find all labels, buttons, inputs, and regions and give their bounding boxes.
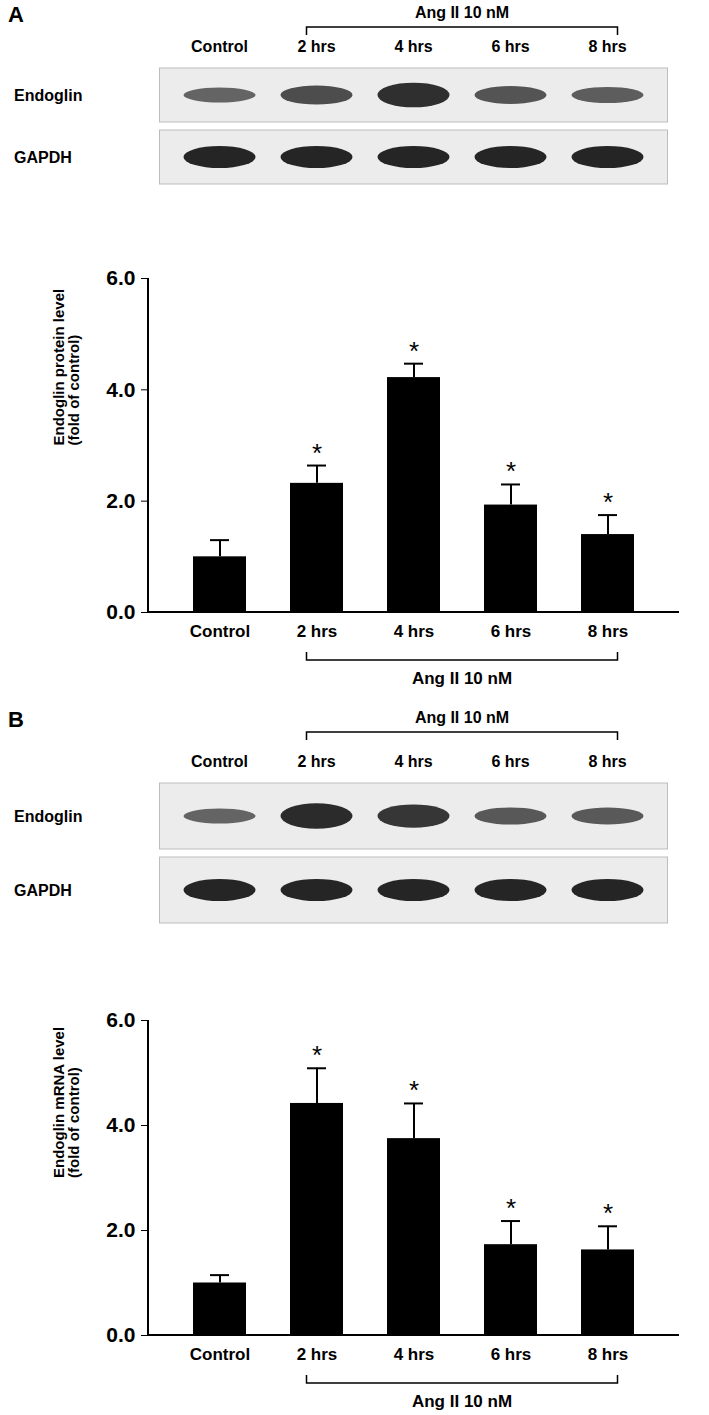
svg-text:Ang II 10 nM: Ang II 10 nM	[415, 4, 509, 21]
svg-text:Endoglin protein level(fold of: Endoglin protein level(fold of control)	[50, 289, 82, 446]
svg-text:6.0: 6.0	[106, 1008, 135, 1031]
svg-text:Control: Control	[191, 753, 248, 770]
svg-text:Endoglin: Endoglin	[14, 808, 82, 825]
svg-text:Ang II 10 nM: Ang II 10 nM	[412, 669, 512, 688]
svg-text:4.0: 4.0	[106, 378, 135, 401]
svg-text:2 hrs: 2 hrs	[297, 753, 335, 770]
svg-text:4 hrs: 4 hrs	[394, 753, 432, 770]
svg-text:Endoglin mRNA level(fold of co: Endoglin mRNA level(fold of control)	[50, 1027, 82, 1178]
svg-text:Ang II 10 nM: Ang II 10 nM	[415, 709, 509, 726]
svg-text:6 hrs: 6 hrs	[491, 753, 529, 770]
svg-text:6.0: 6.0	[106, 266, 135, 289]
svg-text:Control: Control	[191, 38, 248, 55]
svg-text:Endoglin: Endoglin	[14, 87, 82, 104]
svg-text:*: *	[409, 1075, 419, 1105]
svg-text:8 hrs: 8 hrs	[588, 753, 626, 770]
svg-text:*: *	[603, 487, 613, 517]
svg-text:4 hrs: 4 hrs	[394, 1345, 435, 1364]
svg-text:4 hrs: 4 hrs	[394, 38, 432, 55]
svg-text:2 hrs: 2 hrs	[297, 38, 335, 55]
svg-text:B: B	[8, 707, 24, 732]
svg-text:4.0: 4.0	[106, 1113, 135, 1136]
svg-text:Control: Control	[190, 622, 250, 641]
svg-text:GAPDH: GAPDH	[14, 882, 72, 899]
svg-text:6 hrs: 6 hrs	[491, 1345, 532, 1364]
svg-text:GAPDH: GAPDH	[14, 149, 72, 166]
svg-text:6 hrs: 6 hrs	[491, 622, 532, 641]
svg-text:*: *	[506, 1193, 516, 1223]
svg-text:2.0: 2.0	[106, 489, 135, 512]
svg-text:0.0: 0.0	[106, 1323, 135, 1346]
svg-text:8 hrs: 8 hrs	[588, 1345, 629, 1364]
svg-text:0.0: 0.0	[106, 600, 135, 623]
svg-text:A: A	[8, 2, 24, 27]
svg-text:8 hrs: 8 hrs	[588, 622, 629, 641]
svg-text:*: *	[312, 1040, 322, 1070]
svg-text:2 hrs: 2 hrs	[297, 1345, 338, 1364]
svg-text:6 hrs: 6 hrs	[491, 38, 529, 55]
svg-text:*: *	[506, 456, 516, 486]
svg-text:*: *	[409, 336, 419, 366]
svg-text:*: *	[603, 1198, 613, 1228]
svg-text:Control: Control	[190, 1345, 250, 1364]
svg-text:Ang II 10 nM: Ang II 10 nM	[412, 1392, 512, 1411]
svg-text:4 hrs: 4 hrs	[394, 622, 435, 641]
svg-text:2.0: 2.0	[106, 1218, 135, 1241]
svg-text:*: *	[312, 438, 322, 468]
svg-text:8 hrs: 8 hrs	[588, 38, 626, 55]
svg-text:2 hrs: 2 hrs	[297, 622, 338, 641]
